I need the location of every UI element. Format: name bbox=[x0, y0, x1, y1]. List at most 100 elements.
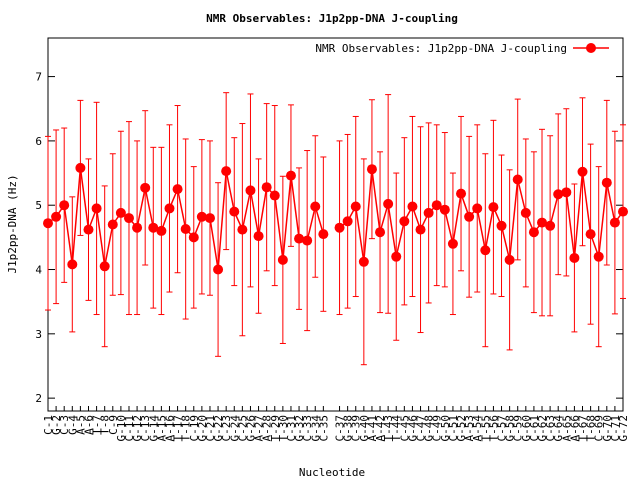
data-point bbox=[180, 224, 191, 235]
x-tick-label: C-45 bbox=[398, 415, 411, 442]
x-tick-label: G-26 bbox=[244, 415, 257, 442]
x-tick-label: G-24 bbox=[228, 415, 241, 442]
x-tick-label: G-40 bbox=[358, 415, 371, 442]
data-point bbox=[399, 216, 410, 227]
x-tick-label: C-31 bbox=[285, 415, 298, 442]
data-point bbox=[334, 222, 345, 233]
data-point bbox=[123, 213, 134, 224]
x-tick-label: C-13 bbox=[139, 415, 152, 442]
x-tick-label: C-49 bbox=[431, 415, 444, 442]
x-tick-label: C-21 bbox=[204, 415, 217, 442]
x-tick-label: C-57 bbox=[496, 415, 509, 442]
data-point bbox=[83, 224, 94, 235]
y-tick-label: 3 bbox=[35, 328, 42, 341]
data-point bbox=[148, 222, 159, 233]
data-point bbox=[132, 222, 143, 233]
x-tick-label: G-2 bbox=[50, 415, 63, 435]
x-tick-label: G-22 bbox=[212, 415, 225, 442]
data-point bbox=[91, 203, 102, 214]
data-point bbox=[318, 229, 329, 240]
data-point bbox=[188, 232, 199, 243]
x-tick-label: T-43 bbox=[382, 415, 395, 442]
data-point bbox=[196, 211, 207, 222]
data-point bbox=[383, 198, 394, 209]
data-point bbox=[342, 216, 353, 227]
data-point bbox=[99, 261, 110, 272]
data-point bbox=[253, 231, 264, 242]
x-tick-label: G-70 bbox=[601, 415, 614, 442]
x-axis: C-1G-2C-3G-4A-5A-6T-7T-8C-9G-10C-11G-12C… bbox=[42, 406, 630, 442]
data-point bbox=[528, 227, 539, 238]
data-point bbox=[545, 220, 556, 231]
data-point bbox=[302, 235, 313, 246]
x-tick-label: A-53 bbox=[463, 415, 476, 442]
y-tick-label: 5 bbox=[35, 199, 42, 212]
data-point bbox=[593, 251, 604, 262]
x-tick-label: G-34 bbox=[309, 415, 322, 442]
data-point bbox=[366, 164, 377, 175]
data-point bbox=[431, 200, 442, 211]
data-points bbox=[43, 162, 628, 275]
x-tick-label: C-61 bbox=[528, 415, 541, 442]
data-point bbox=[229, 206, 240, 217]
data-point bbox=[561, 187, 572, 198]
x-axis-label: Nucleotide bbox=[299, 466, 365, 479]
x-tick-label: G-10 bbox=[115, 415, 128, 442]
data-point bbox=[609, 217, 620, 228]
data-point bbox=[480, 245, 491, 256]
data-point bbox=[277, 254, 288, 265]
data-point bbox=[375, 227, 386, 238]
data-point bbox=[472, 203, 483, 214]
x-tick-label: C-35 bbox=[317, 415, 330, 442]
x-tick-label: C-69 bbox=[593, 415, 606, 442]
series-line bbox=[47, 167, 624, 270]
y-tick-label: 6 bbox=[35, 135, 42, 148]
x-tick-label: A-27 bbox=[253, 415, 266, 442]
x-tick-label: T-68 bbox=[585, 415, 598, 442]
data-point bbox=[43, 218, 53, 229]
data-point bbox=[156, 225, 167, 236]
x-tick-label: G-50 bbox=[439, 415, 452, 442]
data-point bbox=[310, 201, 321, 212]
data-point bbox=[350, 201, 361, 212]
x-tick-label: A-28 bbox=[261, 415, 274, 442]
legend-marker bbox=[586, 43, 596, 53]
x-tick-label: C-11 bbox=[123, 415, 136, 442]
data-point bbox=[358, 256, 369, 267]
series-line-group bbox=[47, 167, 624, 270]
data-point bbox=[67, 259, 78, 270]
data-point bbox=[237, 224, 248, 235]
x-tick-label: C-63 bbox=[544, 415, 557, 442]
data-point bbox=[447, 238, 458, 249]
y-tick-label: 2 bbox=[35, 392, 42, 405]
x-tick-label: A-66 bbox=[568, 415, 581, 442]
x-tick-label: G-62 bbox=[536, 415, 549, 442]
data-point bbox=[261, 182, 272, 193]
data-point bbox=[204, 213, 215, 224]
data-point bbox=[172, 184, 183, 195]
x-tick-label: A-54 bbox=[471, 415, 484, 442]
x-tick-label: G-52 bbox=[455, 415, 468, 442]
data-point bbox=[164, 203, 175, 214]
data-point bbox=[213, 264, 224, 275]
x-tick-label: T-8 bbox=[99, 415, 112, 435]
x-tick-label: C-9 bbox=[107, 415, 120, 435]
data-point bbox=[537, 217, 548, 228]
x-tick-label: G-4 bbox=[66, 415, 79, 435]
x-tick-label: T-29 bbox=[269, 415, 282, 442]
x-tick-label: G-12 bbox=[131, 415, 144, 442]
data-point bbox=[456, 188, 467, 199]
x-tick-label: G-38 bbox=[342, 415, 355, 442]
x-tick-label: G-20 bbox=[196, 415, 209, 442]
x-tick-label: C-39 bbox=[350, 415, 363, 442]
data-point bbox=[496, 220, 507, 231]
data-point bbox=[423, 207, 434, 218]
x-tick-label: C-71 bbox=[609, 415, 622, 442]
data-point bbox=[504, 254, 515, 265]
x-tick-label: G-14 bbox=[147, 415, 160, 442]
chart-title: NMR Observables: J1p2pp-DNA J-coupling bbox=[206, 12, 458, 25]
x-tick-label: T-44 bbox=[390, 415, 403, 442]
data-point bbox=[464, 211, 475, 222]
data-point bbox=[245, 185, 256, 196]
data-point bbox=[407, 201, 418, 212]
